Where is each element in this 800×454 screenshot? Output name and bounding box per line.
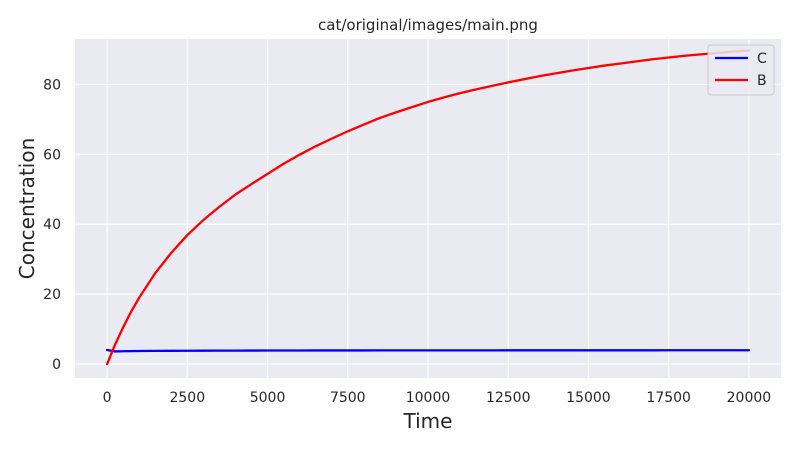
x-axis-label: Time [403, 409, 453, 433]
x-tick-label: 10000 [406, 390, 451, 406]
y-tick-label: 60 [43, 147, 61, 163]
x-tick-label: 20000 [727, 390, 772, 406]
legend: C B [707, 44, 775, 96]
series-lines [105, 49, 751, 366]
y-axis-label: Concentration [15, 138, 39, 279]
y-tick-label: 0 [52, 357, 61, 373]
tick-labels: 0 2500 5000 7500 10000 12500 15000 17500 20000 0 2… [43, 77, 771, 406]
x-tick-label: 15000 [566, 390, 611, 406]
chart-title: cat/original/images/main.png [318, 16, 538, 34]
y-tick-label: 40 [43, 217, 61, 233]
legend-label-c: C [757, 51, 767, 67]
series-line-b [105, 49, 751, 366]
x-tick-label: 17500 [646, 390, 691, 406]
x-tick-label: 12500 [486, 390, 531, 406]
legend-label-b: B [757, 73, 767, 89]
y-tick-label: 20 [43, 287, 61, 303]
x-tick-label: 2500 [169, 390, 205, 406]
x-tick-label: 7500 [330, 390, 366, 406]
x-tick-label: 5000 [250, 390, 286, 406]
x-tick-label: 0 [103, 390, 112, 406]
series-line-c [105, 348, 751, 353]
y-tick-label: 80 [43, 77, 61, 93]
